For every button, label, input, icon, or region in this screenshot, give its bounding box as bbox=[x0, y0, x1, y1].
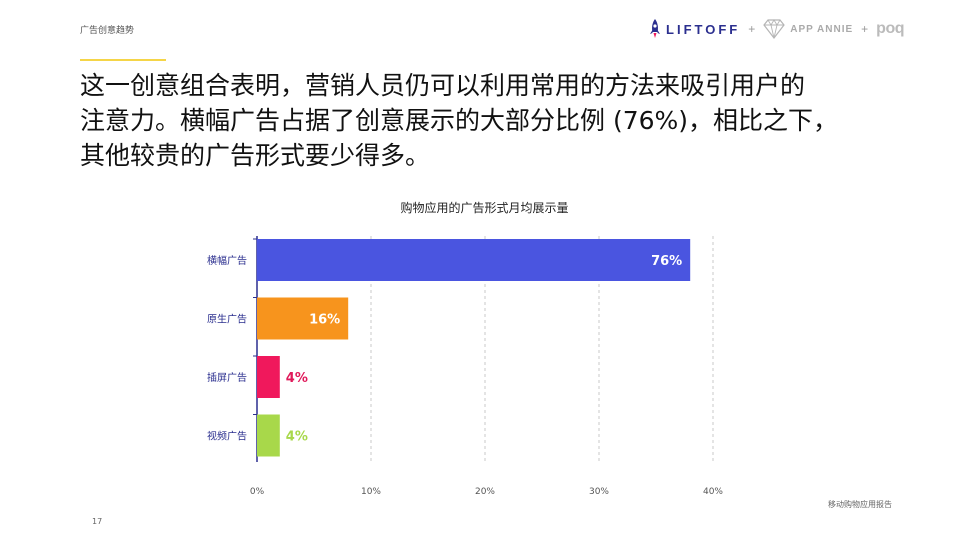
source-note: 移动购物应用报告 bbox=[828, 500, 892, 509]
logo-plus-2: + bbox=[861, 22, 869, 36]
category-label: 视频广告 bbox=[207, 430, 247, 443]
section-label: 广告创意趋势 bbox=[80, 26, 135, 36]
data-label: 4% bbox=[286, 371, 308, 386]
rocket-icon bbox=[650, 19, 661, 38]
headline-line: 注意力。横幅广告占据了创意展示的大部分比例 (76%)，相比之下， bbox=[80, 106, 839, 135]
page-number: 17 bbox=[92, 517, 103, 526]
liftoff-wordmark: LIFTOFF bbox=[666, 21, 741, 37]
bar bbox=[257, 414, 280, 457]
bar bbox=[257, 239, 691, 281]
x-tick-label: 10% bbox=[361, 487, 381, 497]
x-tick-label: 20% bbox=[475, 487, 495, 497]
bar bbox=[257, 297, 349, 340]
chart-title: 购物应用的广告形式月均展示量 bbox=[400, 201, 569, 215]
data-label: 76% bbox=[651, 254, 682, 269]
data-label: 4% bbox=[286, 430, 308, 445]
bar bbox=[257, 356, 280, 398]
liftoff-logo: LIFTOFF bbox=[649, 19, 740, 39]
category-label: 插屏广告 bbox=[207, 371, 247, 384]
appannie-logo: APP ANNIE bbox=[763, 19, 853, 39]
appannie-wordmark: APP ANNIE bbox=[790, 23, 854, 35]
headline: 这一创意组合表明，营销人员仍可以利用常用的方法来吸引用户的 注意力。横幅广告占据… bbox=[80, 68, 900, 173]
data-label: 16% bbox=[309, 313, 340, 328]
accent-line bbox=[80, 59, 166, 61]
category-label: 横幅广告 bbox=[207, 254, 247, 267]
x-tick-label: 40% bbox=[703, 487, 723, 497]
headline-line: 其他较贵的广告形式要少得多。 bbox=[80, 141, 431, 170]
x-tick-label: 0% bbox=[250, 487, 265, 497]
diamond-icon bbox=[763, 19, 786, 39]
poq-wordmark: poq bbox=[876, 20, 904, 37]
x-tick-label: 30% bbox=[589, 487, 609, 497]
logo-plus-1: + bbox=[748, 22, 756, 36]
logo-bar: LIFTOFF + APP ANNIE + poq bbox=[649, 16, 904, 42]
category-label: 原生广告 bbox=[207, 313, 247, 326]
headline-line: 这一创意组合表明，营销人员仍可以利用常用的方法来吸引用户的 bbox=[80, 71, 806, 100]
